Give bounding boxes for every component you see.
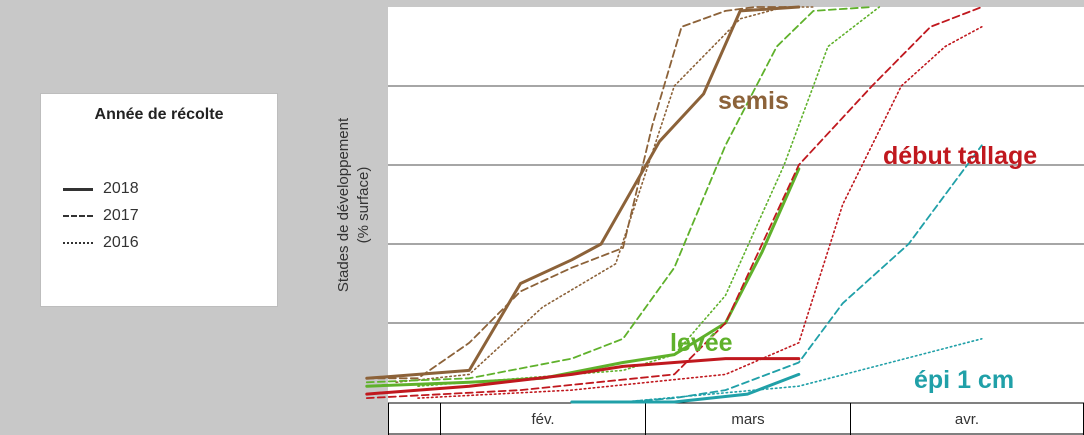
series-label-tallage: début tallage <box>883 142 1037 170</box>
grid-layer <box>388 85 1084 324</box>
series-label-levee: levée <box>670 329 733 357</box>
series-semis-2017-line <box>365 6 800 380</box>
legend-swatch-dashed <box>63 215 93 217</box>
x-tick-label: avr. <box>955 411 979 428</box>
y-axis-label-line1: Stades de développement <box>335 117 352 292</box>
y-axis-label-line2: (% surface) <box>355 167 372 244</box>
series-label-layer: semis levée début tallage épi 1 cm <box>670 87 1037 394</box>
series-tallage-2016-line <box>417 25 983 399</box>
series-tallage-2017-line <box>365 6 983 400</box>
y-axis-label: Stades de développement (% surface) <box>335 117 372 292</box>
x-tick-label: mars <box>731 411 764 428</box>
series-layer <box>365 5 983 404</box>
series-epi-2016-line <box>622 337 983 403</box>
legend-entry-2016: 2016 <box>63 232 139 254</box>
series-semis-2016-line <box>395 6 815 384</box>
top-strip <box>388 0 1084 7</box>
legend-entry-2018: 2018 <box>63 178 139 200</box>
legend-swatch-solid <box>63 187 93 191</box>
series-levee-2016-line <box>417 6 881 388</box>
series-epi-2018-line <box>570 372 801 404</box>
legend-title: Année de récolte <box>94 106 224 123</box>
legend-label-2017: 2017 <box>103 207 139 224</box>
series-tallage-2018-line <box>365 357 801 396</box>
series-levee-2017-line <box>365 6 873 384</box>
series-semis-2018-line <box>365 5 801 380</box>
legend-label-2016: 2016 <box>103 234 139 251</box>
legend-swatch-dotted <box>63 242 93 244</box>
legend: Année de récolte 2018 2017 2016 <box>40 93 278 307</box>
legend-entry-2017: 2017 <box>63 205 139 227</box>
series-label-semis: semis <box>718 87 789 115</box>
x-tick-label: fév. <box>531 411 554 428</box>
x-axis: fév. mars avr. <box>388 402 1084 435</box>
series-epi-2017-line <box>622 144 983 403</box>
legend-label-2018: 2018 <box>103 180 139 197</box>
series-label-epi: épi 1 cm <box>914 366 1014 394</box>
